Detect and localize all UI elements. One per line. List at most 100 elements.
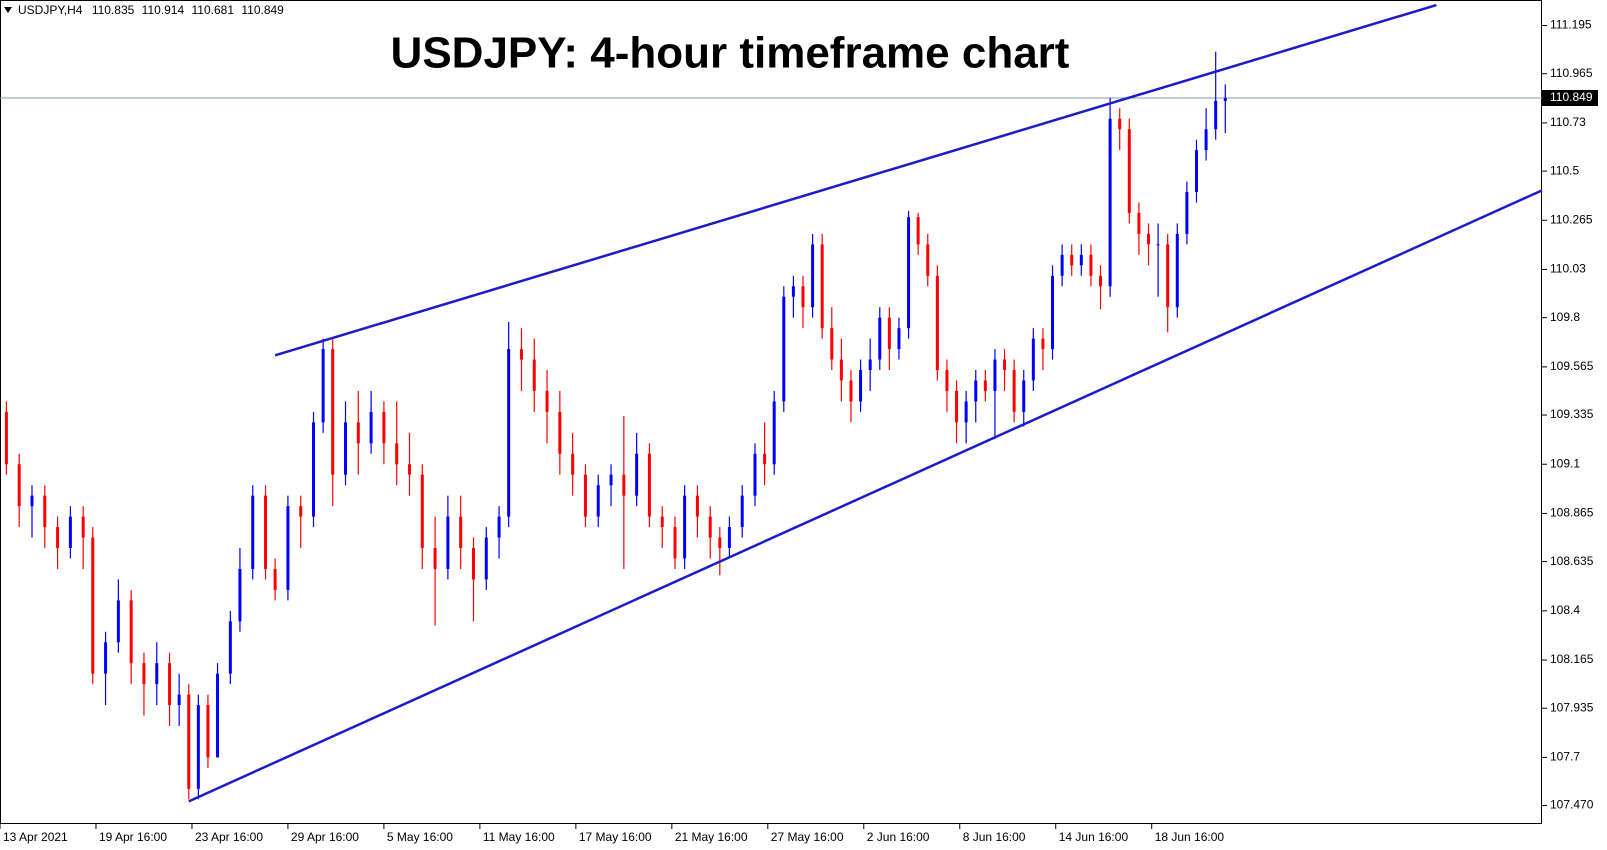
y-tick-label: 108.4 bbox=[1550, 603, 1580, 617]
header-close: 110.849 bbox=[241, 3, 284, 17]
y-tick-label: 110.03 bbox=[1550, 262, 1586, 276]
candle-body bbox=[251, 495, 255, 569]
header-open: 110.835 bbox=[92, 3, 135, 17]
candle-body bbox=[1214, 100, 1218, 130]
candle-body bbox=[1099, 275, 1103, 287]
candle-body bbox=[187, 694, 191, 789]
candle-body bbox=[974, 380, 978, 402]
plot-frame bbox=[0, 0, 1542, 824]
candle-body bbox=[17, 464, 21, 507]
candle-body bbox=[129, 600, 133, 664]
candle-body bbox=[1079, 254, 1083, 266]
candle-body bbox=[519, 349, 523, 360]
candle-body bbox=[331, 349, 335, 475]
candle-body bbox=[1031, 338, 1035, 381]
candle-body bbox=[801, 286, 805, 308]
candle-body bbox=[907, 217, 911, 329]
candle-body bbox=[868, 359, 872, 371]
candle-body bbox=[1156, 244, 1160, 246]
x-tick-label: 11 May 16:00 bbox=[483, 830, 555, 844]
candle-body bbox=[216, 673, 220, 758]
candle-body bbox=[344, 422, 348, 475]
candle-body bbox=[116, 600, 120, 643]
x-tick-label: 13 Apr 2021 bbox=[3, 830, 68, 844]
menu-triangle bbox=[4, 7, 12, 13]
candle-body bbox=[273, 568, 277, 590]
candle-body bbox=[1118, 118, 1122, 130]
candle-body bbox=[507, 349, 511, 517]
candle-body bbox=[1041, 338, 1045, 350]
candle-body bbox=[395, 443, 399, 465]
candle-body bbox=[622, 474, 626, 496]
candle-body bbox=[1194, 150, 1198, 193]
candle-body bbox=[196, 705, 200, 789]
candle-body bbox=[782, 296, 786, 402]
candle-body bbox=[718, 537, 722, 549]
candle-body bbox=[1147, 233, 1151, 245]
y-tick-label: 111.195 bbox=[1550, 18, 1592, 32]
y-tick-label: 109.1 bbox=[1550, 456, 1580, 470]
candle-body bbox=[1022, 380, 1026, 412]
y-tick-label: 107.935 bbox=[1550, 700, 1594, 714]
candle-body bbox=[763, 453, 767, 465]
trend-line bbox=[188, 189, 1543, 803]
candle-body bbox=[727, 527, 731, 549]
trend-line bbox=[274, 3, 1437, 357]
candle-body bbox=[558, 411, 562, 454]
candle-body bbox=[1089, 254, 1093, 276]
candle-body bbox=[839, 359, 843, 381]
candle-body bbox=[772, 401, 776, 465]
candle-body bbox=[532, 359, 536, 391]
candle-body bbox=[81, 516, 85, 538]
header-info: USDJPY,H4 110.835 110.914 110.681 110.84… bbox=[18, 3, 284, 17]
x-tick-label: 18 Jun 16:00 bbox=[1155, 830, 1225, 844]
candle-body bbox=[740, 495, 744, 528]
y-tick-label: 108.635 bbox=[1550, 554, 1594, 568]
candle-body bbox=[1060, 254, 1064, 276]
candle-body bbox=[993, 359, 997, 391]
candle-body bbox=[708, 516, 712, 538]
x-tick-label: 23 Apr 16:00 bbox=[195, 830, 263, 844]
candle-body bbox=[286, 506, 290, 590]
candle-body bbox=[878, 317, 882, 360]
candle-body bbox=[1012, 370, 1016, 412]
candle-body bbox=[1166, 244, 1170, 308]
candle-body bbox=[1204, 129, 1208, 151]
y-tick-label: 108.865 bbox=[1550, 506, 1594, 520]
candle-body bbox=[471, 548, 475, 580]
candle-body bbox=[155, 663, 159, 685]
candle-body bbox=[299, 506, 303, 517]
x-tick-label: 5 May 16:00 bbox=[387, 830, 453, 844]
y-tick-label: 110.5 bbox=[1550, 163, 1579, 177]
header-low: 110.681 bbox=[192, 3, 235, 17]
candle-body bbox=[238, 568, 242, 622]
candle-body bbox=[497, 516, 501, 538]
candle-body bbox=[583, 474, 587, 517]
candle-body bbox=[983, 380, 987, 391]
x-tick-label: 8 Jun 16:00 bbox=[963, 830, 1026, 844]
x-tick-label: 21 May 16:00 bbox=[675, 830, 748, 844]
x-tick-label: 14 Jun 16:00 bbox=[1059, 830, 1129, 844]
candle-body bbox=[660, 516, 664, 528]
y-tick-label: 109.335 bbox=[1550, 407, 1594, 421]
symbol: USDJPY,H4 bbox=[18, 3, 83, 17]
candle-body bbox=[897, 328, 901, 350]
candle-body bbox=[43, 495, 47, 528]
candle-body bbox=[830, 328, 834, 360]
candle-body bbox=[30, 495, 34, 507]
candle-body bbox=[955, 390, 959, 423]
candle-body bbox=[571, 453, 575, 475]
candle-body bbox=[1223, 98, 1227, 101]
candle-body bbox=[1175, 233, 1179, 308]
candle-body bbox=[168, 663, 172, 706]
candle-body bbox=[369, 411, 373, 444]
candle-body bbox=[753, 453, 757, 496]
candle-body bbox=[407, 464, 411, 475]
candle-body bbox=[820, 244, 824, 329]
candle-body bbox=[206, 705, 210, 758]
candle-body bbox=[1070, 254, 1074, 266]
candle-body bbox=[142, 663, 146, 685]
candle-body bbox=[1003, 359, 1007, 371]
candle-body bbox=[459, 516, 463, 549]
candle-body bbox=[647, 453, 651, 517]
